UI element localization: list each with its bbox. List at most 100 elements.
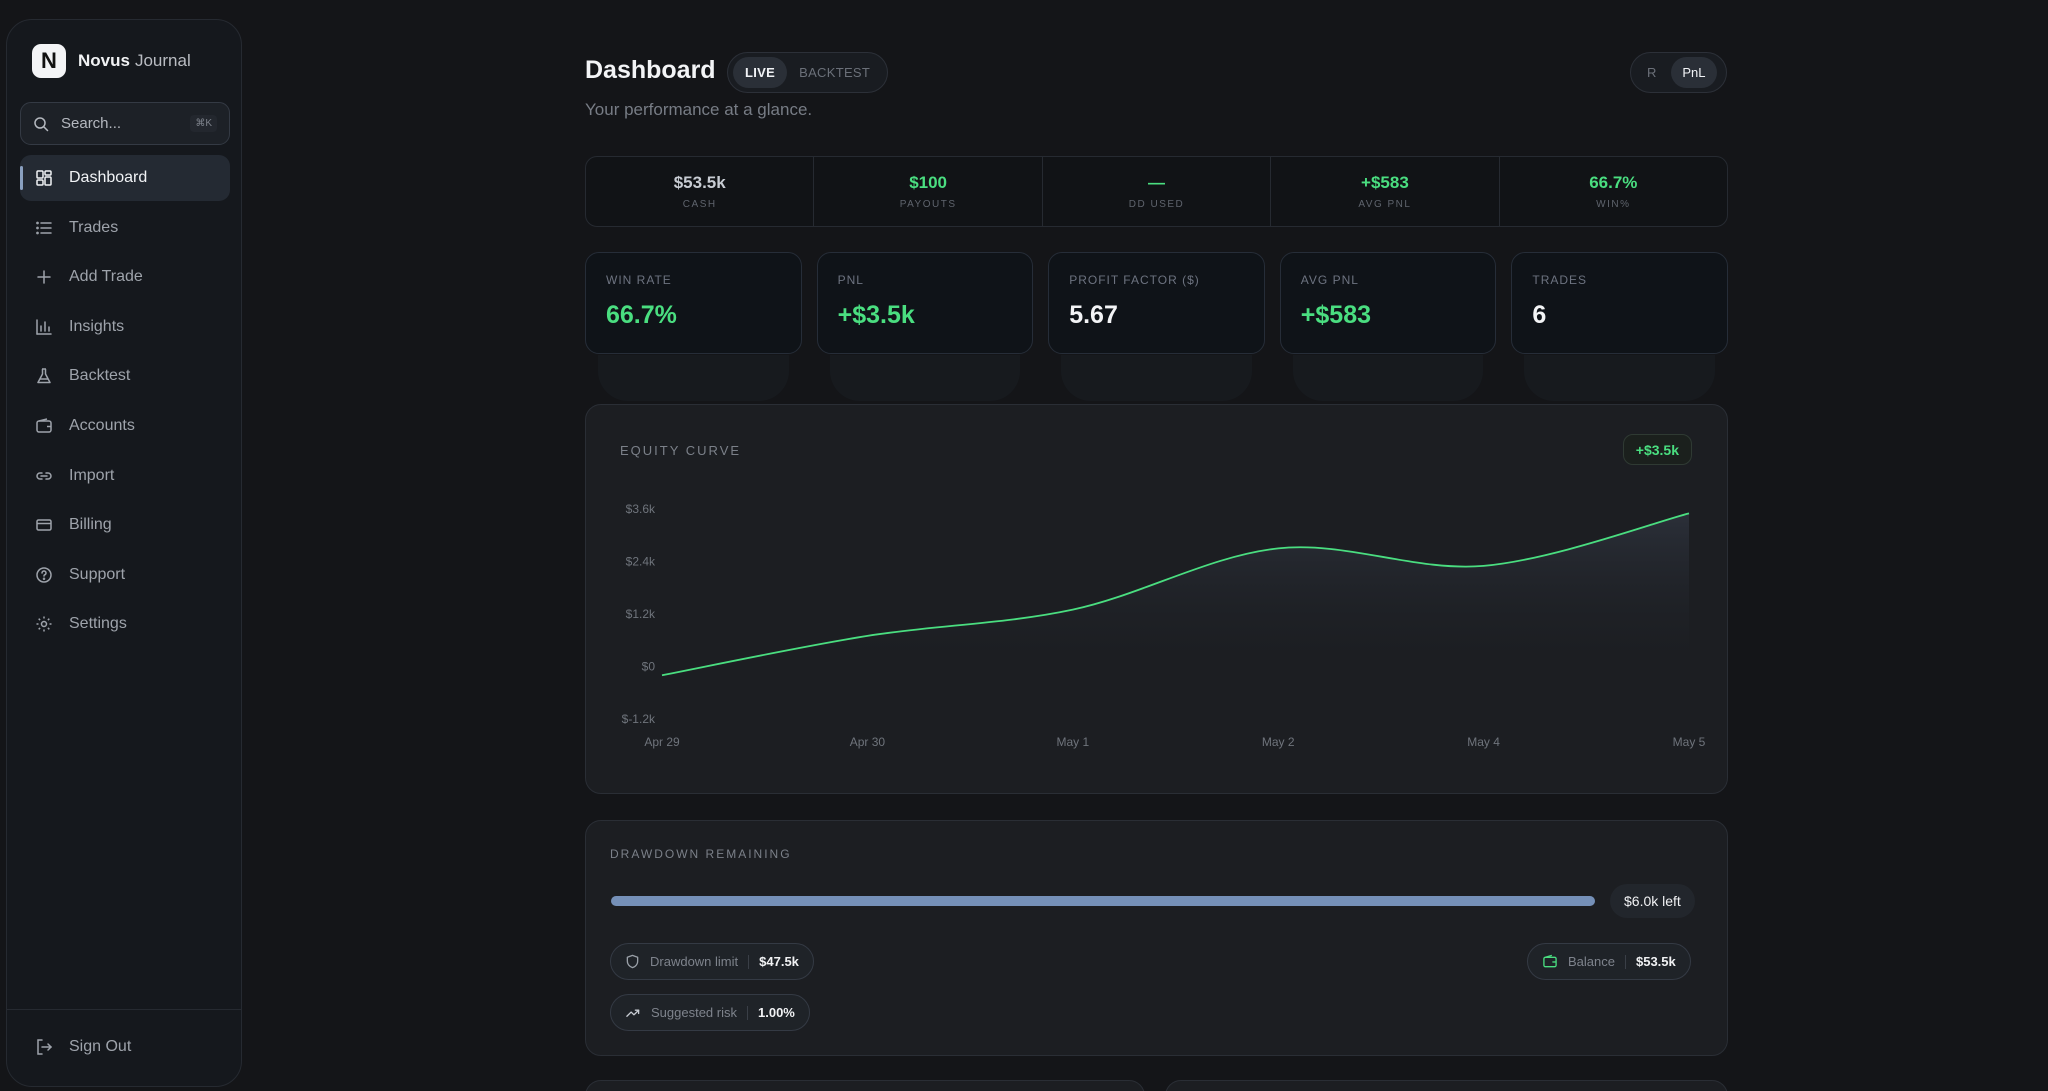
bottom-card-left bbox=[585, 1080, 1145, 1091]
brand-logo: N bbox=[32, 44, 66, 78]
x-tick-label: May 2 bbox=[1262, 735, 1295, 749]
equity-area bbox=[662, 513, 1689, 676]
sidebar-item-billing[interactable]: Billing bbox=[20, 502, 230, 548]
brand-suffix: Journal bbox=[134, 51, 191, 70]
help-circle-icon bbox=[36, 567, 52, 583]
summary-dd-used: — DD USED bbox=[1043, 157, 1272, 226]
chip-value: $53.5k bbox=[1635, 954, 1676, 969]
balance-chip: Balance $53.5k bbox=[1527, 943, 1691, 980]
sidebar-item-import[interactable]: Import bbox=[20, 453, 230, 499]
equity-chart: $3.6k $2.4k $1.2k $0 $-1.2k Apr 29 Apr 30 May 1… bbox=[622, 502, 1706, 749]
chip-divider bbox=[1624, 954, 1626, 969]
sign-out-icon bbox=[37, 1039, 53, 1055]
x-tick-label: Apr 30 bbox=[850, 735, 886, 749]
sidebar-item-backtest[interactable]: Backtest bbox=[20, 353, 230, 399]
drawdown-title: DRAWDOWN REMAINING bbox=[610, 847, 792, 861]
summary-value: $53.5k bbox=[673, 173, 726, 192]
unit-toggle: R PnL bbox=[1630, 52, 1727, 93]
credit-card-icon bbox=[36, 519, 52, 531]
flask-icon bbox=[37, 368, 51, 384]
sidebar-item-settings[interactable]: Settings bbox=[20, 601, 230, 647]
sidebar-item-label: Import bbox=[69, 466, 115, 484]
page-title: Dashboard bbox=[585, 56, 716, 84]
sidebar-item-accounts[interactable]: Accounts bbox=[20, 403, 230, 449]
kpi-profit-factor[interactable]: PROFIT FACTOR ($) 5.67 bbox=[1048, 252, 1265, 401]
link-icon bbox=[36, 471, 52, 480]
x-tick-label: May 5 bbox=[1673, 735, 1706, 749]
sidebar-item-label: Billing bbox=[69, 516, 112, 534]
kpi-label: PROFIT FACTOR ($) bbox=[1069, 273, 1200, 287]
sidebar-divider bbox=[7, 1009, 241, 1010]
chip-label: Balance bbox=[1568, 954, 1615, 969]
equity-title: EQUITY CURVE bbox=[620, 443, 742, 458]
kpi-label: PNL bbox=[837, 273, 864, 287]
unit-pnl-button[interactable]: PnL bbox=[1671, 57, 1717, 88]
search-icon bbox=[34, 116, 49, 131]
summary-value: 66.7% bbox=[1589, 173, 1638, 192]
drawdown-progress-track bbox=[611, 896, 1595, 906]
bottom-cards-peek bbox=[585, 1080, 1728, 1091]
bottom-card-right bbox=[1165, 1080, 1728, 1091]
kpi-label: AVG PNL bbox=[1300, 273, 1359, 287]
sidebar-item-support[interactable]: Support bbox=[20, 552, 230, 598]
list-icon bbox=[36, 221, 52, 234]
kpi-value: 6 bbox=[1532, 301, 1547, 329]
suggested-risk-chip: Suggested risk 1.00% bbox=[610, 994, 810, 1031]
brand-name: Novus bbox=[78, 51, 130, 70]
gear-icon bbox=[36, 616, 52, 632]
kpi-pnl[interactable]: PNL +$3.5k bbox=[816, 252, 1034, 401]
brand[interactable]: N Novus Journal bbox=[32, 44, 191, 78]
sidebar-item-label: Support bbox=[69, 565, 126, 583]
sidebar-item-label: Trades bbox=[69, 218, 119, 236]
kpi-value: 66.7% bbox=[606, 301, 677, 329]
drawdown-remaining-badge: $6.0k left bbox=[1610, 884, 1695, 918]
y-tick-label: $2.4k bbox=[626, 555, 656, 569]
tab-live[interactable]: LIVE bbox=[733, 57, 788, 88]
equity-line bbox=[661, 512, 1690, 677]
drawdown-limit-chip: Drawdown limit $47.5k bbox=[610, 943, 814, 980]
kpi-trades[interactable]: TRADES 6 bbox=[1511, 252, 1728, 401]
kpi-value: +$3.5k bbox=[837, 301, 915, 329]
sidebar-item-insights[interactable]: Insights bbox=[20, 304, 230, 350]
sidebar-item-label: Settings bbox=[69, 615, 127, 633]
sidebar-item-dashboard[interactable]: Dashboard bbox=[20, 155, 230, 201]
summary-win-pct: 66.7% WIN% bbox=[1500, 157, 1727, 226]
chip-value: 1.00% bbox=[758, 1005, 795, 1020]
sign-out-button[interactable]: Sign Out bbox=[35, 1038, 131, 1056]
summary-label: AVG PNL bbox=[1358, 199, 1412, 210]
kpi-avg-pnl[interactable]: AVG PNL +$583 bbox=[1279, 252, 1497, 401]
y-tick-label: $1.2k bbox=[626, 607, 656, 621]
wallet-icon bbox=[1543, 954, 1557, 968]
kpi-value: +$583 bbox=[1300, 301, 1371, 329]
chip-label: Suggested risk bbox=[651, 1005, 737, 1020]
search-placeholder: Search... bbox=[61, 115, 122, 132]
kpi-win-rate[interactable]: WIN RATE 66.7% bbox=[585, 252, 802, 401]
kpi-value: 5.67 bbox=[1069, 301, 1118, 329]
y-tick-label: $0 bbox=[642, 660, 656, 674]
sidebar: N Novus Journal Search... ⌘K Dashboard T… bbox=[6, 19, 242, 1087]
x-tick-label: Apr 29 bbox=[644, 735, 680, 749]
mode-toggle: LIVE BACKTEST bbox=[727, 52, 888, 93]
summary-value: — bbox=[1148, 173, 1166, 192]
sidebar-item-label: Insights bbox=[69, 317, 125, 335]
chip-divider bbox=[748, 954, 750, 969]
summary-label: CASH bbox=[682, 199, 717, 210]
y-tick-label: $-1.2k bbox=[622, 712, 656, 726]
summary-cash: $53.5k CASH bbox=[586, 157, 815, 226]
search-input[interactable]: Search... ⌘K bbox=[20, 102, 230, 145]
sidebar-item-label: Accounts bbox=[69, 416, 135, 434]
sidebar-item-label: Dashboard bbox=[69, 169, 148, 186]
search-shortcut: ⌘K bbox=[190, 115, 217, 132]
dashboard-icon bbox=[36, 170, 52, 186]
x-tick-label: May 1 bbox=[1056, 735, 1089, 749]
shield-icon bbox=[626, 954, 639, 969]
equity-badge: +$3.5k bbox=[1622, 434, 1692, 465]
wallet-icon bbox=[36, 418, 52, 433]
tab-backtest[interactable]: BACKTEST bbox=[799, 65, 871, 80]
sidebar-item-trades[interactable]: Trades bbox=[20, 205, 230, 251]
summary-label: WIN% bbox=[1596, 199, 1631, 210]
sign-out-label: Sign Out bbox=[69, 1038, 132, 1055]
chip-divider bbox=[747, 1005, 748, 1020]
unit-r-button[interactable]: R bbox=[1647, 65, 1657, 80]
sidebar-item-add-trade[interactable]: Add Trade bbox=[20, 254, 230, 300]
